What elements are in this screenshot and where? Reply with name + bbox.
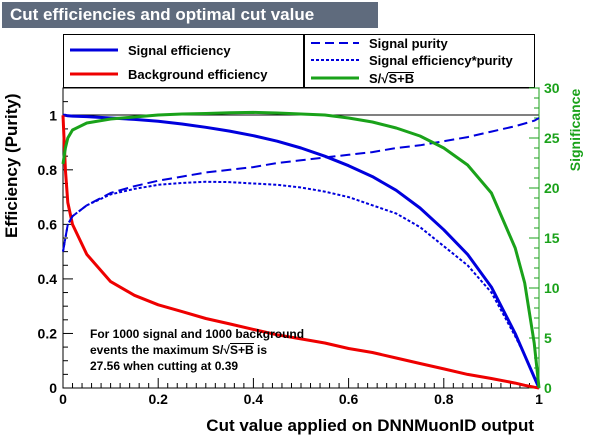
legend-left: Signal efficiency Background efficiency [63,34,304,88]
y2-tick-label: 5 [544,330,552,346]
y2-tick-label: 0 [544,380,552,396]
x-tick-label: 1 [535,391,543,407]
x-tick-label: 0.4 [244,391,264,407]
legend-swatch-signal-efficiency [70,48,118,52]
y2-axis-label: Significance [567,88,583,172]
series-line-background-efficiency [61,115,540,390]
annotation-line-1: For 1000 signal and 1000 background [90,327,305,341]
y-axis-label: Efficiency (Purity) [2,93,21,238]
legend-swatch-significance [311,76,359,80]
legend-item-significance: S/√S+B [311,68,415,88]
y2-tick-label: 25 [544,130,560,146]
y-tick-label: 0.6 [38,216,58,232]
y-tick-label: 0.4 [38,271,58,287]
legend-item-background-efficiency: Background efficiency [70,64,267,84]
legend-swatch-signal-purity [311,42,359,44]
y2-tick-label: 20 [544,180,560,196]
x-tick-label: 0.6 [339,391,359,407]
x-tick-label: 0.8 [434,391,454,407]
legend-label-background-efficiency: Background efficiency [128,66,268,82]
legend-right: Signal purity Signal efficiency*purity S… [304,34,535,88]
series-line-signal-efficiency [63,113,541,389]
y2-tick-label: 10 [544,280,560,296]
legend-item-signal-purity: Signal purity [311,33,448,53]
series-layer [61,110,541,390]
annotation-box: For 1000 signal and 1000 background even… [90,326,304,374]
series-line-signal-purity [62,117,540,252]
legend-label-significance: S/√S+B [369,70,415,86]
y-tick-label: 0.8 [38,162,58,178]
y2-tick-label: 30 [544,80,560,96]
y-tick-label: 0.2 [38,325,58,341]
legend-item-signal-eff-purity: Signal efficiency*purity [311,50,513,70]
annotation-line-3: 27.56 when cutting at 0.39 [90,359,239,373]
chart-title: Cut efficiencies and optimal cut value [2,2,378,28]
legend-label-signal-purity: Signal purity [369,35,448,51]
y-tick-label: 0 [49,380,57,396]
x-tick-label: 0 [59,391,67,407]
x-axis-label: Cut value applied on DNNMuonID output [206,416,534,435]
legend-swatch-signal-eff-purity [311,59,359,61]
series-line-s-s-b [61,110,541,389]
legend-item-signal-efficiency: Signal efficiency [70,40,231,60]
legend-swatch-background-efficiency [70,72,118,76]
x-tick-label: 0.2 [148,391,168,407]
y2-tick-label: 15 [544,230,560,246]
y-tick-label: 1 [49,107,57,123]
series-line-signal-efficiency-purity [62,180,540,389]
legend-label-signal-efficiency: Signal efficiency [128,42,231,58]
legend-label-signal-eff-purity: Signal efficiency*purity [369,52,513,68]
annotation-line-2: events the maximum S/√S+B is [90,343,268,357]
